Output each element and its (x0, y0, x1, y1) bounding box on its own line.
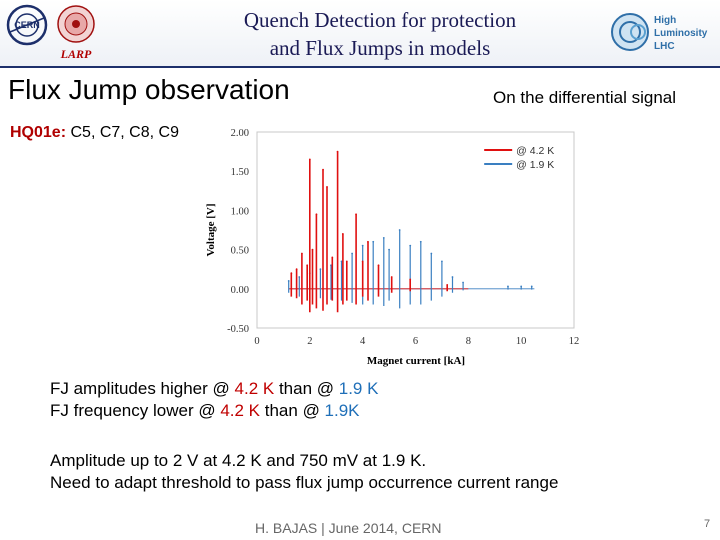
header-title-line1: Quench Detection for protection (243, 8, 517, 32)
x-tick-label-6: 12 (569, 336, 580, 347)
series-point (441, 260, 443, 263)
larp-logo-text: LARP (60, 47, 92, 61)
x-axis-label: Magnet current [kA] (367, 355, 465, 367)
hl-logo-line1: High (654, 15, 676, 26)
side-note: On the differential signal (493, 88, 677, 107)
series-point (308, 158, 311, 161)
y-tick-label-5: -0.50 (227, 324, 249, 335)
series-point (382, 236, 385, 239)
header-title-line2: and Flux Jumps in models (269, 36, 491, 60)
amplitude-notes: Amplitude up to 2 V at 4.2 K and 750 mV … (50, 450, 558, 494)
amplitude-line: Amplitude up to 2 V at 4.2 K and 750 mV … (50, 451, 427, 470)
series-4p2k (290, 150, 449, 313)
series-point (409, 278, 412, 281)
series-point (319, 268, 322, 271)
cern-logo-text: CERN (14, 20, 40, 30)
finding-frequency: FJ frequency lower @ 4.2 K than @ 1.9K (50, 400, 378, 422)
cern-logo-icon: CERN (6, 4, 48, 46)
series-point (451, 276, 454, 278)
series-point (377, 264, 380, 267)
finding-amplitude-42k: 4.2 K (234, 379, 275, 398)
finding-frequency-text: FJ frequency lower @ (50, 401, 221, 420)
series-point (326, 185, 328, 188)
series-point (361, 260, 364, 263)
legend-label-0: @ 4.2 K (516, 145, 554, 157)
x-tick-label-5: 10 (516, 336, 527, 347)
series-point (530, 285, 533, 288)
series-point (446, 283, 449, 286)
y-axis-label: Voltage [V] (205, 203, 217, 256)
series-point (336, 150, 339, 153)
series-point (295, 268, 298, 271)
footer-author: H. BAJAS | June 2014, CERN (255, 520, 442, 536)
flux-jump-chart: 2.00 1.50 1.00 0.50 0.00 -0.50 0 2 4 6 8 10 12 @ 4.… (205, 128, 580, 367)
series-point (355, 213, 357, 216)
series-point (430, 252, 433, 255)
series-point (419, 240, 422, 243)
hl-logo-line3: LHC (654, 41, 675, 52)
series-point (462, 281, 464, 284)
series-point (520, 285, 523, 288)
series-point (367, 240, 369, 243)
slide-title: Flux Jump observation (8, 74, 290, 105)
finding-frequency-than: than @ (260, 401, 325, 420)
series-point (315, 213, 318, 216)
y-tick-label-1: 1.50 (231, 167, 249, 178)
hl-logo-line2: Luminosity (654, 28, 708, 39)
series-point (287, 280, 290, 282)
series-point (398, 229, 401, 231)
x-tick-label-4: 8 (466, 336, 471, 347)
findings-list: FJ amplitudes higher @ 4.2 K than @ 1.9 … (50, 378, 378, 422)
series-point (330, 264, 332, 267)
series-point (372, 240, 375, 243)
series-point (290, 272, 293, 275)
finding-frequency-42k: 4.2 K (220, 401, 261, 420)
series-point (507, 285, 509, 288)
finding-amplitude-than: than @ (274, 379, 339, 398)
magnet-name: HQ01e: (10, 124, 67, 141)
coil-list: C5, C7, C8, C9 (70, 124, 179, 141)
series-point (409, 244, 412, 247)
header-title: Quench Detection for protection and Flux… (190, 6, 570, 62)
y-tick-label-3: 0.50 (231, 246, 249, 257)
x-tick-label-0: 0 (254, 336, 259, 347)
series-point (331, 256, 334, 259)
finding-amplitude: FJ amplitudes higher @ 4.2 K than @ 1.9 … (50, 378, 378, 400)
series-point (301, 252, 303, 255)
legend-label-1: @ 1.9 K (516, 159, 554, 171)
series-point (345, 260, 348, 263)
page-number: 7 (704, 518, 711, 530)
series-trace (290, 151, 448, 313)
series-point (306, 264, 309, 267)
series-point (322, 168, 324, 171)
finding-amplitude-text: FJ amplitudes higher @ (50, 379, 235, 398)
finding-frequency-19k: 1.9K (324, 401, 360, 420)
x-tick-label-2: 4 (360, 336, 366, 347)
series-point (361, 244, 364, 247)
slide-header: CERN LARP Quench Detection for protectio… (0, 0, 720, 68)
series-point (311, 248, 314, 251)
y-tick-label-4: 0.00 (231, 285, 249, 296)
finding-amplitude-19k: 1.9 K (338, 379, 379, 398)
series-point (341, 233, 344, 235)
series-point (388, 248, 390, 251)
y-tick-label-2: 1.00 (231, 206, 249, 217)
y-tick-label-0: 2.00 (231, 128, 249, 139)
series-point (390, 276, 393, 278)
hl-lhc-logo-icon: High Luminosity LHC (611, 13, 708, 52)
x-tick-label-3: 6 (413, 336, 418, 347)
series-point (351, 252, 353, 255)
magnet-label: HQ01e: C5, C7, C8, C9 (10, 124, 179, 142)
larp-logo-icon: LARP (57, 5, 95, 61)
series-point (340, 260, 343, 263)
threshold-line: Need to adapt threshold to pass flux jum… (50, 473, 559, 492)
x-tick-label-1: 2 (307, 336, 312, 347)
series-point (298, 276, 301, 278)
